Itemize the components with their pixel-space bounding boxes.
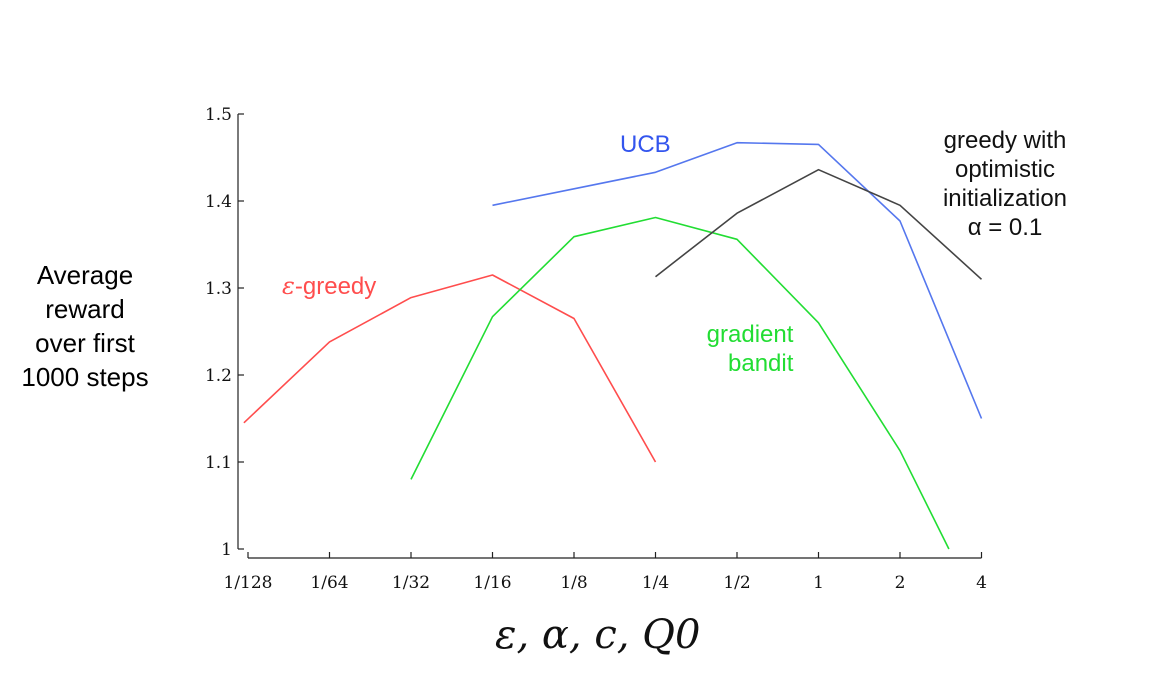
series-line-1 (492, 141, 983, 419)
x-tick-label: 2 (895, 573, 906, 593)
annotation-eps-greedy: ε-greedy (282, 272, 376, 301)
x-tick-label: 1/16 (473, 573, 511, 593)
annotation-optimistic-line-2: optimistic (954, 156, 1056, 183)
annotation-gradient-line-2: bandit (728, 350, 794, 377)
y-axis-label-line-4: 1000 steps (21, 362, 149, 392)
y-axis-label-line-3: over first (35, 328, 135, 358)
y-tick-label: 1.1 (205, 453, 232, 473)
y-tick-label: 1.3 (205, 279, 232, 299)
chart-series-lines (243, 141, 983, 550)
annotation-gradient-line-1: gradient (706, 321, 794, 348)
x-tick-label: 1/8 (560, 573, 587, 593)
y-tick-label: 1 (221, 540, 232, 560)
chart-axes (237, 114, 982, 559)
series-line-0 (243, 274, 657, 463)
x-tick-label: 1/2 (723, 573, 750, 593)
y-tick-label: 1.4 (205, 192, 232, 212)
annotation-optimistic: greedy with optimistic initialization α … (915, 126, 1095, 242)
y-tick-label: 1.2 (205, 366, 232, 386)
x-axis-label: ε, α, c, Q0 (495, 612, 701, 658)
x-tick-label: 1/4 (642, 573, 669, 593)
chart-ticks: 1/128 1/64 1/32 1/16 1/8 1/4 1/2 1 2 4 1 1.1 1.2 1.3 1… (205, 105, 987, 593)
x-tick-label: 1 (813, 573, 824, 593)
annotation-eps-symbol: ε (282, 272, 295, 300)
x-tick-label: 1/64 (310, 573, 348, 593)
y-tick-label: 1.5 (205, 105, 232, 125)
y-axis-label: Average reward over first 1000 steps (0, 258, 170, 394)
x-tick-label: 1/32 (392, 573, 430, 593)
annotation-optimistic-line-4: α = 0.1 (967, 214, 1043, 241)
y-axis-label-line-2: reward (45, 294, 125, 324)
x-tick-label: 1/128 (224, 573, 273, 593)
annotation-eps-greedy-text: -greedy (294, 273, 377, 300)
annotation-ucb: UCB (620, 131, 671, 158)
y-axis-label-line-1: Average (36, 260, 134, 290)
series-line-2 (410, 216, 950, 550)
annotation-optimistic-line-1: greedy with (943, 127, 1067, 154)
series-line-3 (655, 168, 983, 280)
annotation-optimistic-line-3: initialization (942, 185, 1068, 212)
x-tick-label: 4 (976, 573, 987, 593)
annotation-gradient-bandit: gradient bandit (700, 320, 794, 378)
